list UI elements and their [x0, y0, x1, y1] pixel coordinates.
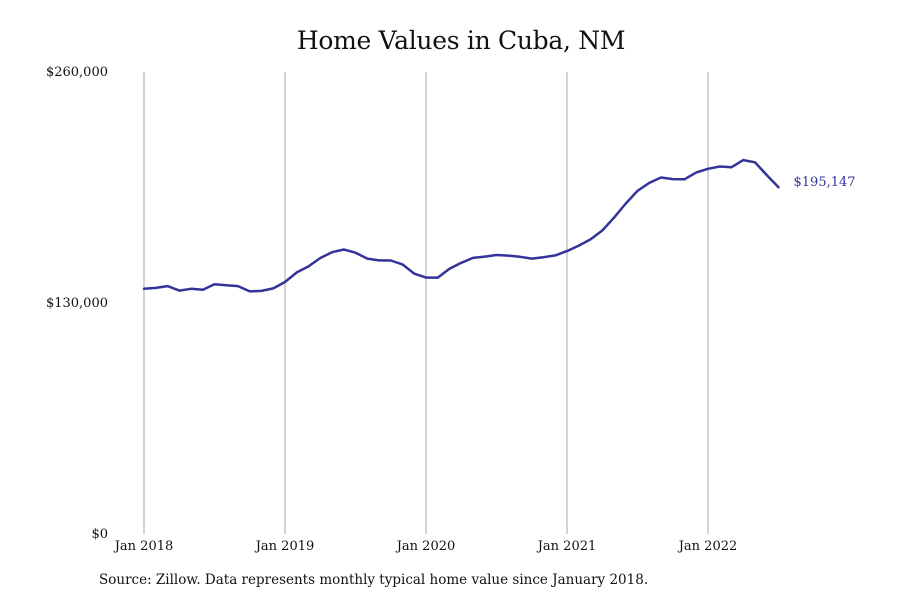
gridlines: [143, 72, 709, 534]
end-label-layer: $195,147: [794, 175, 856, 190]
y-tick-label-0: $0: [91, 527, 108, 542]
source-note: Source: Zillow. Data represents monthly …: [99, 572, 649, 588]
series-layer: [142, 158, 780, 293]
x-tick-label-2: Jan 2020: [395, 539, 456, 554]
chart-title: Home Values in Cuba, NM: [296, 26, 626, 55]
y-tick-label-1: $130,000: [46, 296, 108, 311]
x-tick-label-1: Jan 2019: [254, 539, 315, 554]
y-axis-ticks: $0 $130,000 $260,000: [46, 65, 108, 542]
x-axis-ticks: Jan 2018 Jan 2019 Jan 2020 Jan 2021 Jan 2022: [113, 539, 738, 554]
series-line-0: [142, 158, 780, 293]
y-tick-label-2: $260,000: [46, 65, 108, 80]
end-value-label: $195,147: [794, 175, 856, 190]
x-tick-label-3: Jan 2021: [536, 539, 597, 554]
x-tick-label-0: Jan 2018: [113, 539, 174, 554]
x-tick-label-4: Jan 2022: [677, 539, 738, 554]
